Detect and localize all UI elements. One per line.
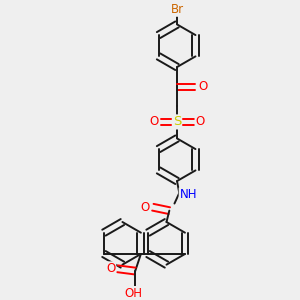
Text: O: O: [198, 80, 207, 94]
Text: NH: NH: [180, 188, 197, 201]
Text: S: S: [173, 116, 181, 128]
Text: O: O: [149, 116, 158, 128]
Text: OH: OH: [125, 287, 143, 300]
Text: O: O: [106, 262, 116, 275]
Text: O: O: [196, 116, 205, 128]
Text: Br: Br: [170, 3, 184, 16]
Text: O: O: [141, 201, 150, 214]
